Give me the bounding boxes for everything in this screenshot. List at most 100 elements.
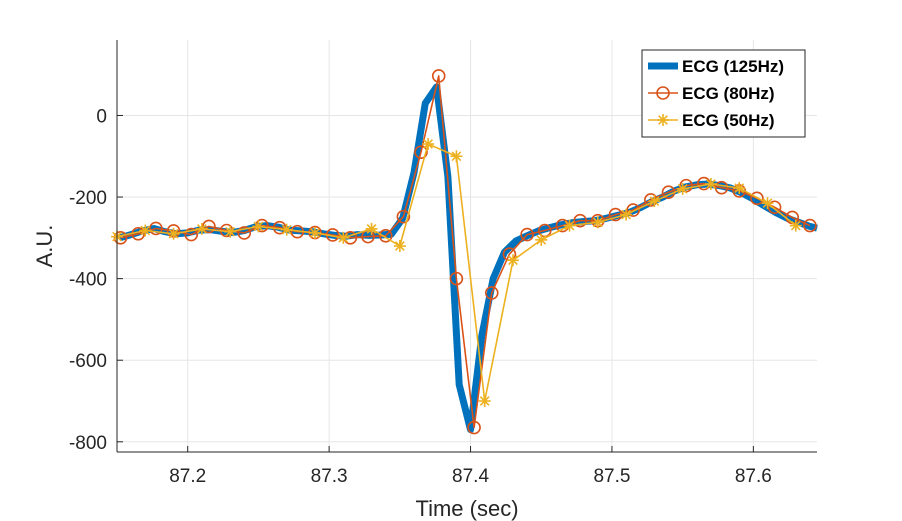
data-point	[139, 224, 152, 237]
data-point	[431, 69, 446, 83]
data-point	[422, 138, 435, 151]
marker-stroke	[423, 139, 433, 149]
data-point	[113, 231, 128, 245]
data-point	[733, 182, 746, 195]
marker-stroke	[734, 183, 745, 193]
data-point	[413, 172, 415, 174]
x-axis-label: Time (sec)	[415, 496, 518, 521]
data-point	[809, 225, 811, 227]
marker-stroke	[281, 224, 292, 235]
data-point	[520, 227, 534, 242]
data-point	[243, 229, 245, 231]
data-point	[484, 286, 499, 300]
data-point	[620, 208, 633, 221]
data-point	[337, 231, 350, 244]
data-point	[195, 222, 208, 235]
data-point	[224, 225, 237, 238]
data-point	[280, 223, 293, 236]
data-point	[767, 200, 782, 215]
data-point	[816, 227, 818, 229]
tick-labels: 87.2 87.3 87.4 87.5 87.6 -800 -600 -400 -200 0	[69, 106, 772, 487]
marker-stroke	[479, 396, 490, 406]
data-point	[648, 195, 661, 208]
legend-label: ECG (80Hz)	[682, 84, 775, 103]
data-point	[591, 216, 604, 229]
data-point	[308, 226, 321, 239]
legend: ECG (125Hz) ECG (80Hz) ECG (50Hz)	[641, 49, 806, 138]
data-point	[393, 240, 406, 252]
data-point	[563, 219, 576, 232]
data-point	[202, 219, 216, 234]
data-point	[237, 226, 252, 240]
data-point	[470, 429, 472, 431]
data-point	[761, 197, 774, 210]
marker-stroke	[253, 221, 264, 232]
y-tick-label: -600	[69, 351, 107, 372]
data-point	[396, 209, 411, 224]
marker-stroke	[677, 184, 688, 194]
y-tick-label: -400	[69, 270, 107, 291]
data-point	[458, 384, 460, 386]
x-tick-label: 87.2	[169, 466, 206, 487]
data-point	[560, 224, 562, 226]
data-point	[752, 198, 754, 200]
marker-stroke	[790, 220, 801, 231]
data-point	[789, 219, 802, 232]
data-point	[149, 221, 163, 236]
data-point	[378, 229, 393, 243]
y-axis-label: A.U.	[32, 225, 57, 268]
data-point	[730, 187, 732, 189]
data-point	[478, 395, 491, 408]
y-tick-label: -800	[69, 433, 107, 454]
legend-marker	[656, 86, 670, 100]
data-point	[184, 227, 199, 242]
data-point	[356, 234, 358, 236]
data-point	[365, 222, 378, 235]
marker-stroke	[310, 228, 320, 238]
axes	[116, 40, 817, 453]
legend-marker-stroke	[658, 115, 668, 125]
marker-stroke	[508, 255, 518, 266]
marker-stroke	[592, 217, 603, 228]
marker-stroke	[225, 226, 236, 237]
marker-stroke	[762, 198, 773, 209]
data-point	[255, 218, 269, 233]
data-point	[449, 271, 464, 286]
data-point	[450, 150, 463, 163]
data-point	[467, 420, 481, 435]
data-point	[626, 203, 640, 217]
data-point	[424, 102, 426, 104]
marker-stroke	[706, 179, 716, 189]
data-point	[506, 254, 519, 267]
marker-stroke	[196, 223, 207, 234]
data-point	[167, 227, 180, 240]
data-point	[573, 213, 587, 228]
legend-item-3: ECG (50Hz)	[648, 111, 775, 130]
data-point	[481, 335, 483, 337]
legend-label: ECG (50Hz)	[682, 111, 775, 130]
marker-stroke	[564, 220, 575, 231]
legend-item-1: ECG (125Hz)	[648, 57, 784, 76]
y-tick-label: 0	[96, 106, 107, 127]
y-tick-label: -200	[69, 188, 107, 209]
data-point	[515, 240, 517, 242]
marker-stroke	[621, 209, 631, 220]
x-tick-label: 87.4	[452, 466, 489, 487]
x-tick-label: 87.5	[593, 466, 630, 487]
x-tick-label: 87.6	[735, 466, 772, 487]
data-point	[750, 191, 764, 206]
data-point	[803, 218, 817, 233]
legend-label: ECG (125Hz)	[682, 57, 784, 76]
data-point	[368, 234, 370, 236]
marker-stroke	[394, 241, 405, 251]
data-point	[492, 278, 494, 280]
data-point	[535, 233, 548, 246]
marker-stroke	[451, 151, 462, 162]
data-point	[617, 214, 619, 216]
marker-stroke	[168, 228, 179, 239]
legend-item-2: ECG (80Hz)	[648, 84, 775, 103]
data-point	[252, 220, 265, 233]
data-point	[704, 177, 717, 190]
marker-stroke	[536, 234, 547, 245]
